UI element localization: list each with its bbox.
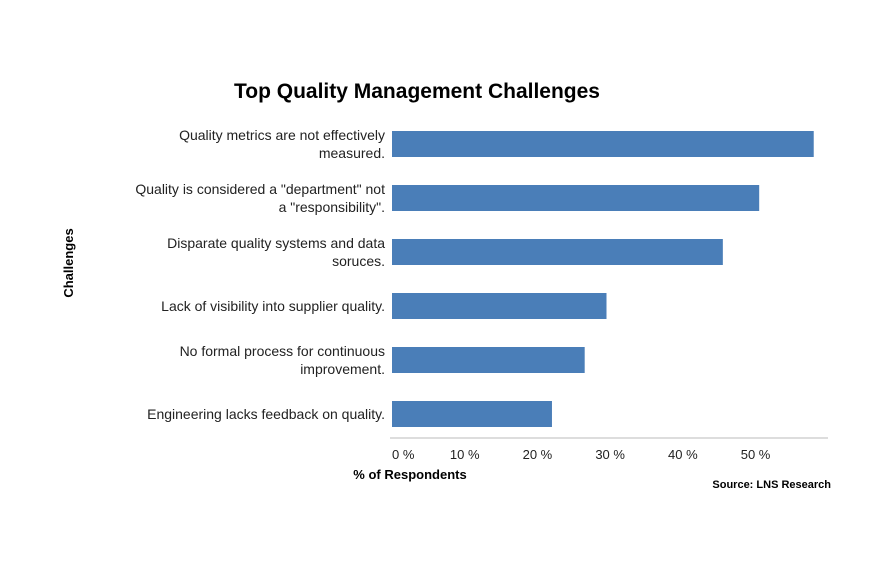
y-axis-title: Challenges xyxy=(61,228,76,297)
category-label-line: Lack of visibility into supplier quality… xyxy=(161,298,385,314)
category-label-4: Lack of visibility into supplier quality… xyxy=(161,298,385,314)
category-labels: Quality metrics are not effectively measu… xyxy=(135,127,385,422)
category-label-6: Engineering lacks feedback on quality. xyxy=(147,406,385,422)
x-axis-title: % of Respondents xyxy=(353,467,466,482)
category-label-line: Disparate quality systems and data xyxy=(167,235,385,251)
bar-4 xyxy=(392,293,607,319)
x-tick-labels: 0 % 10 % 20 % 30 % 40 % 50 % xyxy=(392,447,771,462)
x-tick-label: 50 % xyxy=(741,447,771,462)
category-label-1: Quality metrics are not effectively measu… xyxy=(179,127,385,161)
category-label-line: measured. xyxy=(319,145,385,161)
category-label-line: improvement. xyxy=(300,361,385,377)
category-label-line: soruces. xyxy=(332,253,385,269)
bars xyxy=(392,131,814,427)
bar-6 xyxy=(392,401,552,427)
bar-2 xyxy=(392,185,760,211)
category-label-5: No formal process for continuous improvem… xyxy=(180,343,385,377)
bar-3 xyxy=(392,239,723,265)
x-tick-label: 10 % xyxy=(450,447,480,462)
category-label-2: Quality is considered a "department" not… xyxy=(135,181,385,215)
bar-5 xyxy=(392,347,585,373)
category-label-line: Engineering lacks feedback on quality. xyxy=(147,406,385,422)
category-label-line: Quality is considered a "department" not xyxy=(135,181,385,197)
x-tick-label: 0 % xyxy=(392,447,415,462)
bar-1 xyxy=(392,131,814,157)
x-tick-label: 40 % xyxy=(668,447,698,462)
x-tick-label: 20 % xyxy=(523,447,553,462)
x-tick-label: 30 % xyxy=(595,447,625,462)
chart-title: Top Quality Management Challenges xyxy=(234,80,600,103)
source-note: Source: LNS Research xyxy=(712,479,831,491)
category-label-line: No formal process for continuous xyxy=(180,343,385,359)
category-label-line: Quality metrics are not effectively xyxy=(179,127,385,143)
category-label-3: Disparate quality systems and data soruce… xyxy=(167,235,385,269)
category-label-line: a "responsibility". xyxy=(279,199,385,215)
